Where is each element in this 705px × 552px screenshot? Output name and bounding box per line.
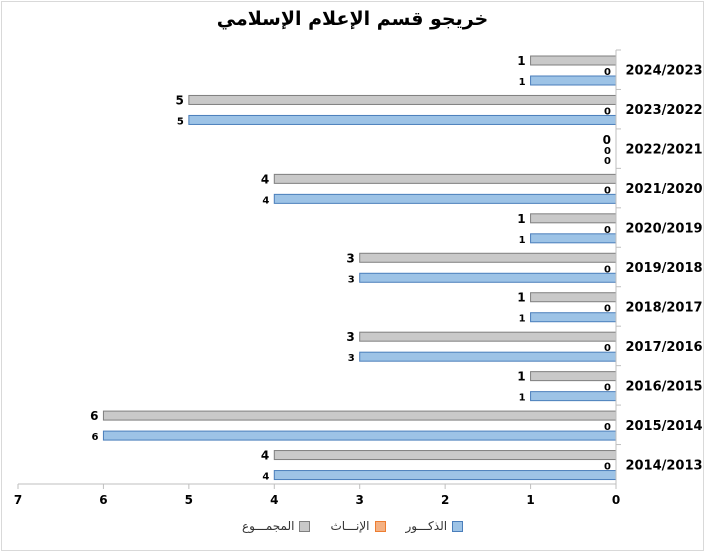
label-female: 0 [604,304,611,315]
label-total: 1 [517,370,525,384]
bar-total [188,94,617,105]
bar-total [273,173,617,184]
label-male: 5 [177,116,184,127]
legend-swatch [374,520,386,532]
label-total: 3 [346,330,354,344]
bar-male [359,351,617,362]
category-label: 2014/2013 [625,458,702,473]
label-total: 6 [90,409,98,423]
label-total: 1 [517,54,525,68]
bar-male [273,193,617,204]
label-male: 4 [262,472,269,483]
legend-label: الإنـــاث [330,519,370,533]
label-female: 0 [604,146,611,157]
bar-total [530,55,617,66]
value-tick-label: 1 [526,493,534,507]
value-tick-label: 6 [99,493,107,507]
label-male: 1 [519,393,526,404]
category-label: 2023/2022 [625,103,702,118]
bar-male [359,272,617,283]
label-total: 4 [261,449,269,463]
bar-total [359,252,617,263]
label-total: 0 [603,133,611,147]
value-tick-label: 5 [185,493,193,507]
legend-item: الإنـــاث [330,519,386,533]
label-male: 1 [519,77,526,88]
category-label: 2016/2015 [625,379,702,394]
label-male: 4 [262,195,269,206]
bar-male [273,470,617,481]
legend-label: الذكـــور [405,519,448,533]
label-male: 1 [519,235,526,246]
value-tick-label: 7 [14,493,22,507]
label-total: 1 [517,291,525,305]
label-female: 0 [604,462,611,473]
label-male: 3 [348,353,355,364]
value-tick-label: 2 [441,493,449,507]
bar-total [359,331,617,342]
label-female: 0 [604,422,611,433]
legend-swatch [299,520,311,532]
category-label: 2018/2017 [625,300,702,315]
bar-total [530,213,617,224]
category-label: 2020/2019 [625,222,702,237]
chart-title: خريجو قسم الإعلام الإسلامي [216,8,489,30]
value-tick-label: 4 [270,493,278,507]
bar-total [530,371,617,382]
label-female: 0 [604,264,611,275]
label-total: 5 [175,93,183,107]
category-label: 2017/2016 [625,340,702,355]
legend-item: الذكـــور [406,519,464,533]
category-label: 2022/2021 [625,143,702,158]
label-female: 0 [604,343,611,354]
legend: الذكـــور الإنـــاث المجمـــوع [0,519,705,533]
label-male: 3 [348,274,355,285]
value-tick-label: 3 [356,493,364,507]
bar-male [188,114,617,125]
label-total: 3 [346,251,354,265]
label-female: 0 [604,225,611,236]
label-male: 1 [519,314,526,325]
bar-total [530,292,617,303]
bar-total [273,450,617,461]
category-label: 2021/2020 [625,182,702,197]
label-female: 0 [604,383,611,394]
category-label: 2024/2023 [625,64,702,79]
label-female: 0 [604,106,611,117]
label-total: 4 [261,172,269,186]
bar-male [102,430,617,441]
legend-label: المجمـــوع [241,519,295,533]
label-female: 0 [604,185,611,196]
legend-item: المجمـــوع [242,519,311,533]
label-male: 6 [91,432,98,443]
legend-swatch [452,520,464,532]
category-label: 2019/2018 [625,261,702,276]
label-male: 0 [604,156,611,167]
label-female: 0 [604,67,611,78]
label-total: 1 [517,212,525,226]
value-tick-label: 0 [612,493,620,507]
bar-total [102,410,617,421]
category-label: 2015/2014 [625,419,702,434]
